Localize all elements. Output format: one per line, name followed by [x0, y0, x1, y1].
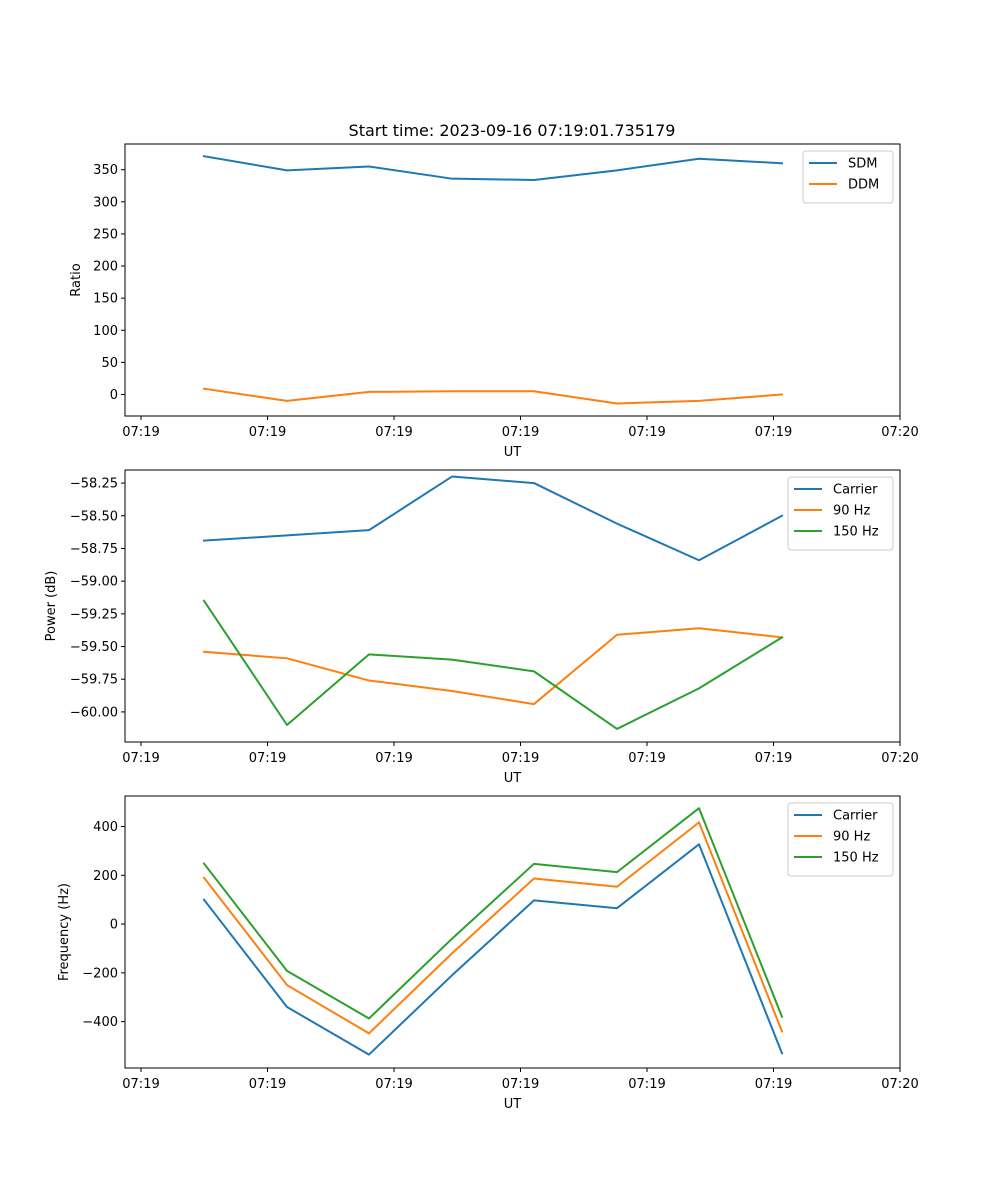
x-axis-label: UT [504, 771, 522, 786]
legend-label: Carrier [833, 809, 878, 824]
x-tick-label: 07:20 [881, 425, 918, 440]
legend-label: 150 Hz [833, 525, 879, 540]
series-line-sdm [202, 155, 784, 181]
y-tick-label: 400 [93, 820, 118, 835]
y-tick-label: 0 [110, 388, 118, 403]
y-axis-label: Power (dB) [44, 571, 59, 642]
x-tick-label: 07:20 [881, 751, 918, 766]
x-tick-label: 07:19 [628, 1077, 665, 1092]
panels: 0 50 100 150 200 250 300 350 07:19 07:19 07:19 07:1… [44, 143, 919, 1112]
y-tick-label: 150 [93, 292, 118, 307]
y-tick-label: −60.00 [70, 705, 118, 720]
legend-label: 150 Hz [833, 851, 879, 866]
x-tick-label: 07:19 [375, 1077, 412, 1092]
y-tick-label: 200 [93, 260, 118, 275]
x-tick-label: 07:19 [628, 425, 665, 440]
series-line-150-hz [202, 807, 784, 1020]
y-tick-label: −58.25 [70, 477, 118, 492]
y-tick-label: 200 [93, 869, 118, 884]
axes-frame [124, 469, 901, 743]
x-tick-label: 07:19 [249, 425, 286, 440]
chart-panel-2: −60.00 −59.75 −59.50 −59.25 −59.00 −58.75 −58.… [44, 469, 919, 786]
legend-label: 90 Hz [833, 830, 870, 845]
x-tick-label: 07:19 [755, 751, 792, 766]
x-tick-label: 07:19 [502, 1077, 539, 1092]
x-tick-label: 07:19 [502, 425, 539, 440]
chart-panel-1: 0 50 100 150 200 250 300 350 07:19 07:19 07:19 07:1… [69, 143, 919, 460]
y-tick-label: −58.75 [70, 542, 118, 557]
y-tick-label: −400 [82, 1015, 118, 1030]
y-tick-label: 50 [101, 356, 118, 371]
legend-label: DDM [848, 178, 879, 193]
y-tick-label: −59.50 [70, 640, 118, 655]
y-tick-label: 350 [93, 163, 118, 178]
y-tick-label: 0 [110, 918, 118, 933]
y-tick-label: −200 [82, 966, 118, 981]
legend-label: 90 Hz [833, 504, 870, 519]
x-tick-label: 07:19 [628, 751, 665, 766]
legend-label: SDM [848, 157, 877, 172]
x-tick-label: 07:20 [881, 1077, 918, 1092]
series-line-carrier [202, 843, 784, 1056]
legend: SDM DDM [802, 150, 894, 204]
figure-title: Start time: 2023-09-16 07:19:01.735179 [349, 121, 676, 140]
series-line-carrier [202, 475, 784, 562]
x-tick-label: 07:19 [375, 425, 412, 440]
x-tick-label: 07:19 [375, 751, 412, 766]
y-tick-label: −59.00 [70, 575, 118, 590]
chart-panel-3: −400 −200 0 200 400 07:19 07:19 07:19 07:19 07:19… [57, 795, 919, 1112]
x-axis-label: UT [504, 445, 522, 460]
legend-label: Carrier [833, 483, 878, 498]
x-tick-label: 07:19 [755, 425, 792, 440]
x-axis-label: UT [504, 1097, 522, 1112]
y-axis-label: Frequency (Hz) [57, 883, 72, 981]
x-tick-label: 07:19 [122, 425, 159, 440]
x-tick-label: 07:19 [755, 1077, 792, 1092]
y-tick-label: −58.50 [70, 509, 118, 524]
x-tick-label: 07:19 [122, 1077, 159, 1092]
legend: Carrier 90 Hz 150 Hz [787, 802, 894, 877]
axes-frame [124, 795, 901, 1069]
y-axis-label: Ratio [69, 263, 84, 296]
x-tick-label: 07:19 [122, 751, 159, 766]
y-tick-label: 300 [93, 195, 118, 210]
x-tick-label: 07:19 [249, 751, 286, 766]
y-tick-label: −59.75 [70, 673, 118, 688]
y-tick-label: −59.25 [70, 607, 118, 622]
y-tick-label: 250 [93, 227, 118, 242]
x-tick-label: 07:19 [502, 751, 539, 766]
series-line-ddm [202, 387, 784, 405]
legend: Carrier 90 Hz 150 Hz [787, 476, 894, 551]
x-tick-label: 07:19 [249, 1077, 286, 1092]
axes-frame [124, 143, 901, 417]
series-line-150-hz [202, 599, 784, 730]
series-line-90-hz [202, 821, 784, 1035]
series-line-90-hz [202, 627, 784, 706]
y-tick-label: 100 [93, 324, 118, 339]
